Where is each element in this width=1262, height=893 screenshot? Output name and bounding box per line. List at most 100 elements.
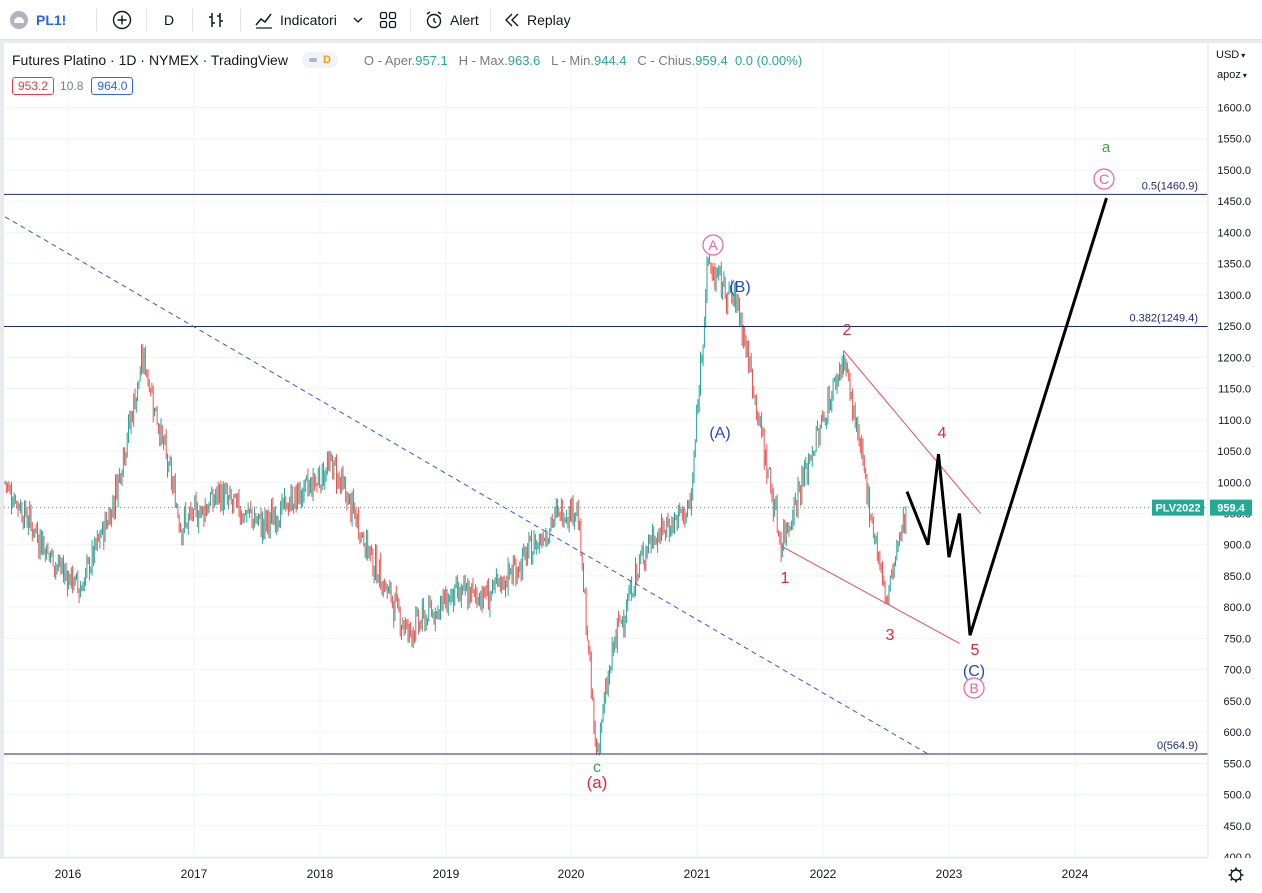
wave-label-c: c: [593, 759, 601, 776]
legend-change: 0.0 (0.00%): [734, 52, 803, 68]
price-tick-label: 1150.0: [1218, 384, 1251, 396]
wave-label-5: 5: [971, 642, 980, 659]
price-tick-label: 1050.0: [1217, 446, 1251, 458]
drawings: 0.5(1460.9) 0.382(1249.4) 0(564.9): [4, 180, 1208, 755]
legend-c-value: 959.4: [695, 52, 728, 68]
indicators-icon: [255, 13, 272, 29]
spread-value: 10.8: [60, 79, 84, 93]
time-tick-label: 2017: [181, 867, 208, 881]
alert-label: Alert: [450, 12, 479, 28]
time-tick-label: 2018: [307, 867, 334, 881]
last-price-name-box: [1152, 499, 1204, 516]
projection-path[interactable]: [905, 197, 1108, 636]
price-tick-label: 550.0: [1223, 758, 1251, 770]
wave-label-B: B: [969, 680, 978, 696]
currency-label: USD: [1216, 49, 1240, 61]
gear-tooth: [1238, 877, 1242, 881]
symbol-name: PL1!: [36, 12, 67, 28]
legend-title[interactable]: Futures Platino · 1D · NYMEX · TradingVi…: [12, 52, 288, 68]
symbol-logo-icon: [10, 11, 28, 29]
price-tick-label: 1400.0: [1217, 227, 1251, 239]
price-tick-label: 1000.0: [1217, 477, 1251, 489]
chart-svg[interactable]: 0.5(1460.9) 0.382(1249.4) 0(564.9) aC A (B) (…: [0, 43, 1262, 893]
settings-gear-icon[interactable]: [1228, 867, 1244, 883]
legend-h-value: 963.6: [507, 52, 541, 68]
wave-label-A-paren: (A): [709, 425, 730, 442]
scale-chevron-icon: ▾: [1242, 71, 1247, 80]
last-price-box: [1210, 499, 1252, 516]
candles: [4, 254, 907, 756]
wave-label-A-circle: [702, 234, 724, 256]
wave-label-3: 3: [886, 627, 895, 644]
wedge-trendline[interactable]: [780, 545, 960, 644]
fib-level-label: 0(564.9): [1157, 740, 1198, 752]
price-axis[interactable]: 1600.0 1550.0 1500.0 1450.0 1400.0 1350.0 1300…: [1152, 43, 1262, 864]
currency-selector[interactable]: USD ▾: [1216, 49, 1245, 61]
time-tick-label: 2020: [558, 867, 585, 881]
gear-tooth: [1230, 869, 1234, 873]
wave-label-1: 1: [781, 570, 790, 587]
price-tick-label: 500.0: [1223, 790, 1251, 802]
wave-label-C-paren: (C): [963, 663, 985, 680]
wave-label-4: 4: [938, 425, 947, 442]
price-tick-label: 450.0: [1223, 821, 1251, 833]
legend-o-value: 957.1: [415, 52, 448, 68]
wave-label-a-paren: (a): [587, 773, 608, 792]
wedge-trendline[interactable]: [843, 350, 981, 514]
time-tick-label: 2022: [810, 867, 837, 881]
chart-type-button[interactable]: [206, 0, 226, 40]
legend-l-value: 944.4: [593, 52, 627, 68]
legend-status-pill: D: [301, 52, 338, 68]
bars-icon: [209, 13, 223, 27]
chart-grid: [4, 43, 1208, 858]
legend-mode-letter: D: [322, 54, 331, 66]
indicators-dropdown[interactable]: [352, 0, 364, 40]
bid-ask-row: 953.2 10.8 964.0: [12, 77, 134, 95]
wave-label-A: A: [708, 237, 718, 253]
time-axis-bg: [0, 858, 1262, 893]
legend-ohlc: O - Aper.957.1 H - Max.963.6 L - Min.944…: [364, 53, 802, 68]
wave-label-C: C: [1099, 171, 1109, 187]
price-tick-label: 1100.0: [1218, 415, 1251, 427]
chevron-down-icon: [353, 17, 363, 23]
scale-mode-selector[interactable]: apoz ▾: [1217, 69, 1247, 81]
last-price-name: PLV2022: [1155, 503, 1200, 515]
wave-label-B-circle: [963, 677, 985, 699]
legend-h-label: H - Max.: [458, 52, 508, 68]
top-toolbar: PL1! D Indicatori Alert Replay: [0, 0, 1262, 40]
grid-icon: [379, 11, 397, 29]
price-tick-label: 600.0: [1223, 727, 1251, 739]
price-tick-label: 750.0: [1223, 633, 1251, 645]
compare-button[interactable]: [112, 0, 132, 40]
legend-c-label: C - Chius.: [637, 52, 696, 68]
replay-label: Replay: [527, 12, 571, 28]
fib-level-label: 0.382(1249.4): [1130, 312, 1199, 324]
price-tick-label: 1200.0: [1217, 352, 1251, 364]
dashed-trendline[interactable]: [4, 216, 929, 755]
ask-box[interactable]: 964.0: [91, 77, 134, 95]
time-tick-label: 2019: [433, 867, 460, 881]
price-tick-label: 1600.0: [1217, 103, 1251, 115]
indicators-button[interactable]: Indicatori: [254, 0, 337, 40]
symbol-search[interactable]: PL1!: [10, 0, 66, 40]
replay-button[interactable]: Replay: [503, 0, 571, 40]
currency-chevron-icon: ▾: [1241, 51, 1246, 60]
legend-o-label: O - Aper.: [363, 52, 416, 68]
alert-button[interactable]: Alert: [424, 0, 479, 40]
wave-labels: aC A (B) (A) 1 2 3 4 5 (C)Bc(a): [587, 139, 1115, 792]
last-price-value: 959.4: [1217, 503, 1245, 515]
plus-circle-icon: [112, 10, 132, 30]
fib-level-label: 0.5(1460.9): [1142, 180, 1198, 192]
price-axis-bg: [1208, 43, 1262, 858]
price-tick-label: 650.0: [1223, 696, 1251, 708]
interval-button[interactable]: D: [164, 0, 174, 40]
time-tick-label: 2021: [684, 867, 711, 881]
templates-button[interactable]: [378, 0, 398, 40]
price-tick-label: 1550.0: [1217, 134, 1251, 146]
gear-tooth: [1238, 869, 1242, 873]
chart-legend: Futures Platino · 1D · NYMEX · TradingVi…: [12, 50, 802, 70]
alarm-clock-icon: [426, 11, 442, 29]
time-axis[interactable]: 2016 2017 2018 2019 2020 2021 2022 2023 2024: [0, 857, 1262, 893]
price-tick-label: 900.0: [1223, 540, 1251, 552]
bid-box[interactable]: 953.2: [12, 77, 55, 95]
